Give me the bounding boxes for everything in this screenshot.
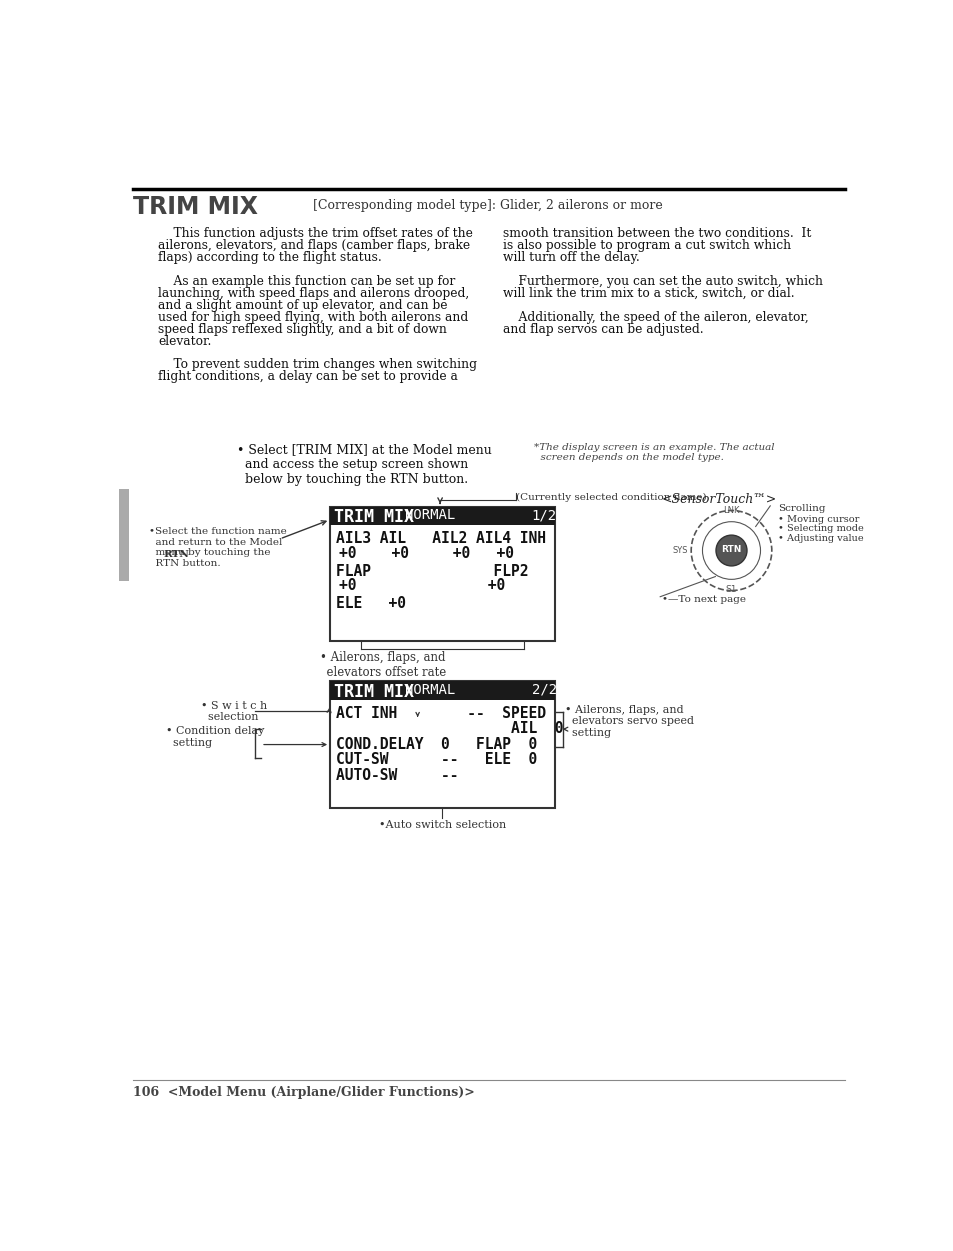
- Text: • Selecting mode: • Selecting mode: [778, 524, 862, 533]
- Bar: [330, 682, 555, 808]
- Text: NORMAL: NORMAL: [405, 683, 455, 697]
- Text: AIL  0: AIL 0: [335, 722, 563, 737]
- Text: To prevent sudden trim changes when switching: To prevent sudden trim changes when swit…: [158, 358, 476, 372]
- Bar: [330, 507, 555, 642]
- Text: RTN: RTN: [720, 545, 740, 554]
- Text: AUTO-SW     --: AUTO-SW --: [335, 768, 458, 783]
- Text: ELE   +0: ELE +0: [335, 595, 406, 610]
- Text: SYS: SYS: [672, 545, 687, 555]
- Text: used for high speed flying, with both ailerons and: used for high speed flying, with both ai…: [158, 310, 468, 324]
- Text: ailerons, elevators, and flaps (camber flaps, brake: ailerons, elevators, and flaps (camber f…: [158, 239, 470, 251]
- Text: and a slight amount of up elevator, and can be: and a slight amount of up elevator, and …: [158, 299, 447, 311]
- Text: • S w i t c h
  selection: • S w i t c h selection: [200, 701, 267, 722]
- Text: COND.DELAY  0   FLAP  0: COND.DELAY 0 FLAP 0: [335, 737, 537, 752]
- Bar: [330, 507, 555, 525]
- Bar: [119, 489, 129, 582]
- Text: TRIM MIX: TRIM MIX: [334, 508, 414, 527]
- Text: As an example this function can be set up for: As an example this function can be set u…: [158, 275, 455, 288]
- Text: will turn off the delay.: will turn off the delay.: [502, 251, 639, 264]
- Text: • Select [TRIM MIX] at the Model menu
  and access the setup screen shown
  belo: • Select [TRIM MIX] at the Model menu an…: [236, 443, 492, 485]
- Text: RTN: RTN: [163, 549, 189, 559]
- Text: *The display screen is an example. The actual
  screen depends on the model type: *The display screen is an example. The a…: [534, 443, 774, 462]
- Text: ACT INH        --  SPEED: ACT INH -- SPEED: [335, 706, 546, 721]
- Text: 106  <Model Menu (Airplane/Glider Functions)>: 106 <Model Menu (Airplane/Glider Functio…: [133, 1086, 475, 1098]
- Text: CUT-SW      --   ELE  0: CUT-SW -- ELE 0: [335, 752, 537, 767]
- Text: AIL3 AIL   AIL2 AIL4 INH: AIL3 AIL AIL2 AIL4 INH: [335, 532, 546, 547]
- Text: • Ailerons, flaps, and
  elevators servo speed
  setting: • Ailerons, flaps, and elevators servo s…: [564, 704, 693, 738]
- Text: [Corresponding model type]: Glider, 2 ailerons or more: [Corresponding model type]: Glider, 2 ai…: [313, 199, 662, 211]
- Text: • Moving cursor: • Moving cursor: [778, 515, 859, 524]
- Text: and flap servos can be adjusted.: and flap servos can be adjusted.: [502, 323, 702, 335]
- Bar: [330, 682, 555, 699]
- Text: •—To next page: •—To next page: [661, 595, 745, 604]
- Circle shape: [716, 535, 746, 565]
- Text: •Select the function name
  and return to the Model
  menu by touching the
  RTN: •Select the function name and return to …: [149, 528, 286, 568]
- Text: NORMAL: NORMAL: [405, 508, 455, 522]
- Text: will link the trim mix to a stick, switch, or dial.: will link the trim mix to a stick, switc…: [502, 286, 794, 300]
- Text: is also possible to program a cut switch which: is also possible to program a cut switch…: [502, 239, 790, 251]
- Text: elevator.: elevator.: [158, 334, 212, 348]
- Text: TRIM MIX: TRIM MIX: [334, 683, 414, 701]
- Text: Scrolling: Scrolling: [778, 504, 824, 513]
- Text: launching, with speed flaps and ailerons drooped,: launching, with speed flaps and ailerons…: [158, 286, 469, 300]
- Text: +0               +0: +0 +0: [339, 578, 505, 593]
- Text: Additionally, the speed of the aileron, elevator,: Additionally, the speed of the aileron, …: [502, 310, 808, 324]
- Text: FLAP              FLP2: FLAP FLP2: [335, 564, 528, 579]
- Text: flaps) according to the flight status.: flaps) according to the flight status.: [158, 251, 381, 264]
- Text: flight conditions, a delay can be set to provide a: flight conditions, a delay can be set to…: [158, 370, 457, 383]
- Text: 2/2: 2/2: [531, 683, 557, 697]
- Text: (Currently selected condition name): (Currently selected condition name): [516, 493, 706, 502]
- Text: Furthermore, you can set the auto switch, which: Furthermore, you can set the auto switch…: [502, 275, 822, 288]
- Text: • Adjusting value: • Adjusting value: [778, 534, 862, 543]
- Text: LNK: LNK: [722, 505, 739, 515]
- Text: • Condition delay
  setting: • Condition delay setting: [166, 726, 264, 748]
- Text: This function adjusts the trim offset rates of the: This function adjusts the trim offset ra…: [158, 228, 473, 240]
- Text: •Auto switch selection: •Auto switch selection: [378, 819, 505, 829]
- Text: speed flaps reflexed slightly, and a bit of down: speed flaps reflexed slightly, and a bit…: [158, 323, 446, 335]
- Text: <SensorTouch™>: <SensorTouch™>: [661, 493, 776, 505]
- Text: S1: S1: [725, 585, 737, 594]
- Text: +0    +0     +0   +0: +0 +0 +0 +0: [339, 545, 514, 560]
- Text: TRIM MIX: TRIM MIX: [133, 195, 258, 219]
- Text: • Ailerons, flaps, and
  elevators offset rate: • Ailerons, flaps, and elevators offset …: [319, 651, 446, 678]
- Text: 1/2: 1/2: [531, 508, 557, 522]
- Text: smooth transition between the two conditions.  It: smooth transition between the two condit…: [502, 228, 810, 240]
